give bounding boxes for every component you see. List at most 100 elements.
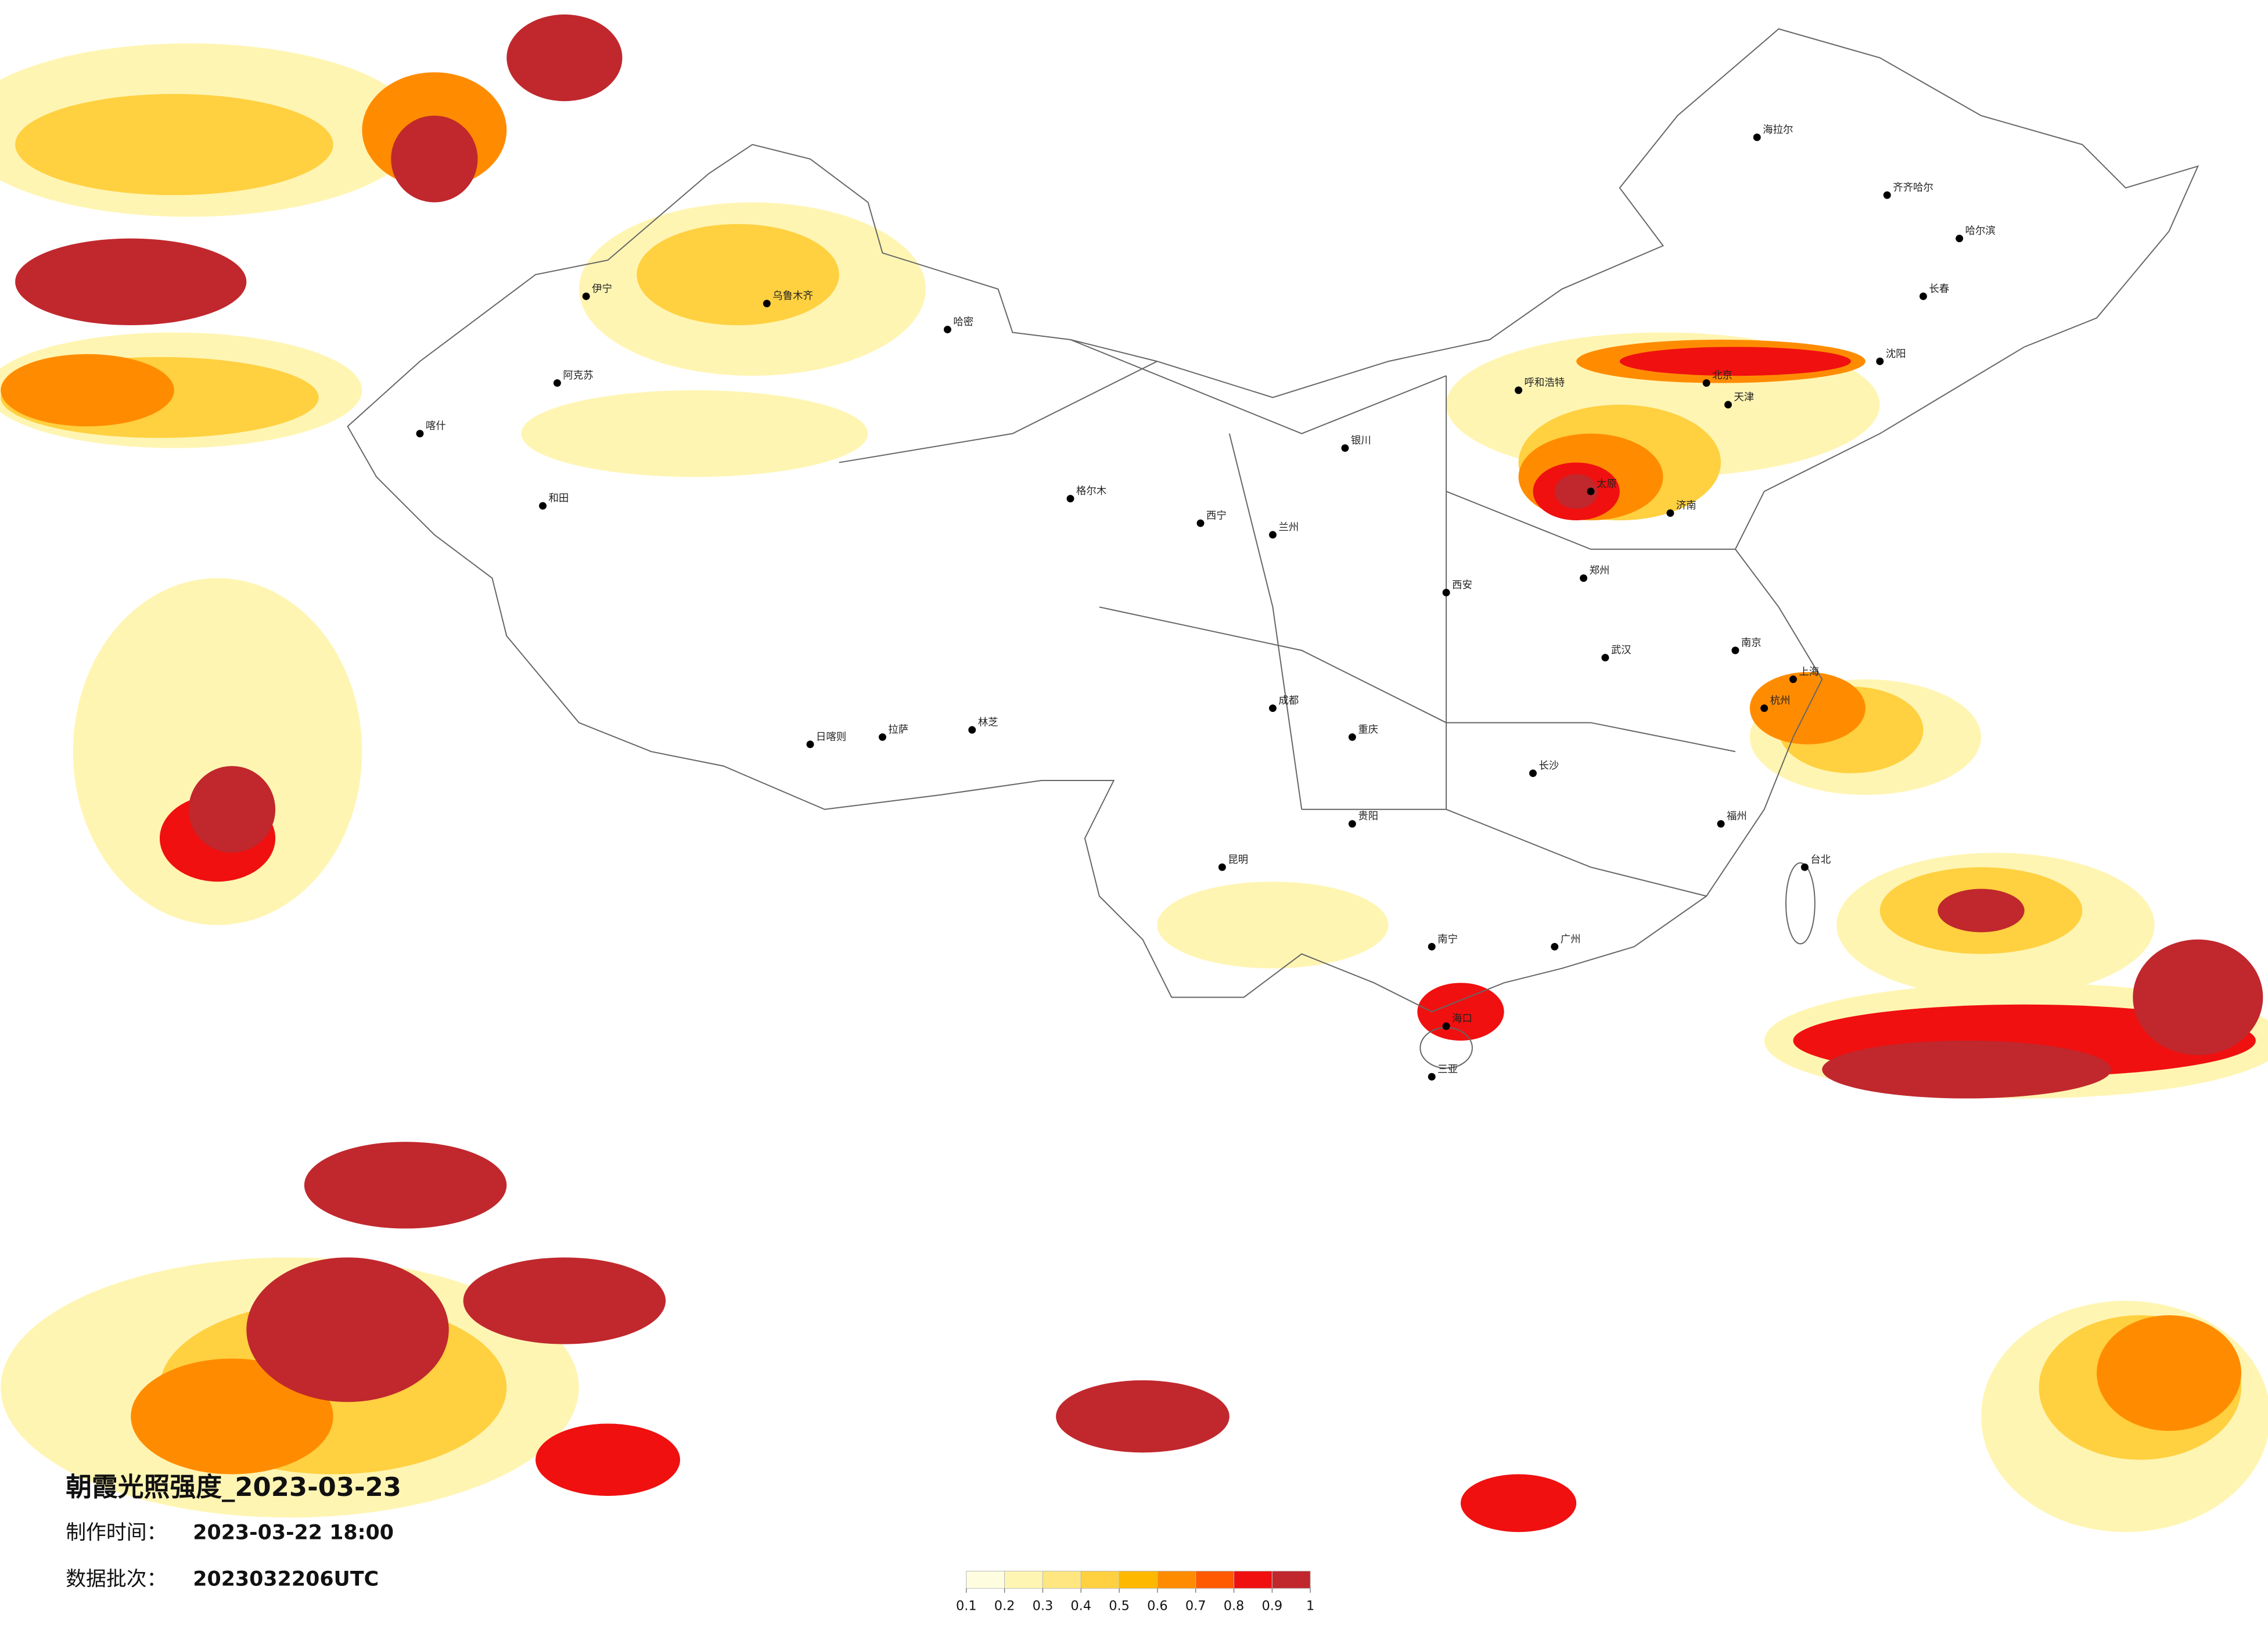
city-label: 天津 [1734,391,1754,403]
city-label: 海拉尔 [1763,124,1793,136]
city-label: 银川 [1351,435,1371,447]
city-dot [1753,133,1761,141]
city-label: 伊宁 [592,283,612,295]
legend: 0.1 0.2 0.3 0.4 0.5 0.6 0.7 0.8 0.9 1 [956,1570,1314,1614]
city-dot [1348,820,1356,828]
borders [347,28,2199,1069]
city-dot [943,325,951,333]
city-dot [1529,769,1537,778]
city-label: 武汉 [1611,645,1631,656]
city-label: 三亚 [1437,1064,1458,1075]
map-title: 朝霞光照强度_2023-03-23 [66,1472,401,1502]
city-dot [1428,942,1436,951]
city-label: 成都 [1278,695,1299,707]
info: 制作时间： 2023-03-22 18:00 数据批次： 2023032206UTC [66,1521,394,1591]
city-dot [1268,531,1277,539]
legend-swatch [1042,1570,1081,1589]
city-label: 济南 [1676,500,1696,512]
city-label: 齐齐哈尔 [1893,182,1933,194]
city-dot [416,430,424,438]
legend-tick-label: 0.4 [1070,1599,1091,1614]
city-dot [1066,495,1074,503]
city-label: 太原 [1597,479,1617,490]
city-dot [1515,386,1523,394]
city-dot [1666,509,1674,517]
city-label: 呼和浩特 [1525,377,1565,389]
city-label: 格尔木 [1076,485,1106,497]
legend-tick-label: 0.1 [956,1599,977,1614]
city-label: 北京 [1712,370,1733,382]
info-label: 数据批次： [66,1567,167,1591]
city-label: 南宁 [1437,934,1458,945]
city-label: 福州 [1727,811,1747,822]
city-dot [539,502,547,510]
city-label: 西宁 [1206,510,1227,522]
info-value: 2023032206UTC [193,1567,379,1591]
city-label: 兰州 [1278,521,1299,533]
legend-swatch [966,1570,1005,1589]
legend-swatch [1004,1570,1043,1589]
city-label: 沈阳 [1886,348,1906,360]
city-label: 喀什 [426,420,446,432]
city-label: 日喀则 [816,731,846,743]
city-dot [1883,191,1891,199]
city-label: 上海 [1799,666,1819,678]
city-dot [1587,487,1595,495]
city-label: 昆明 [1228,854,1248,866]
city-dot [1551,942,1559,951]
legend-tick-label: 0.5 [1109,1599,1130,1614]
city-dot [1442,1022,1450,1030]
legend-swatch [1157,1570,1196,1589]
city-dot [1876,357,1884,365]
city-label: 乌鲁木齐 [772,290,813,302]
city-dot [1580,574,1588,582]
legend-swatch [1119,1570,1158,1589]
city-dot [878,733,886,741]
legend-tick-label: 0.7 [1185,1599,1206,1614]
legend-tick-label: 0.9 [1262,1599,1283,1614]
city-dot [1268,704,1277,713]
city-dot [1789,675,1797,684]
city-label: 南京 [1741,638,1762,649]
intensity-field [0,14,2268,1533]
city-dot [553,379,561,387]
legend-tick-label: 0.8 [1224,1599,1245,1614]
city-label: 和田 [549,493,569,505]
legend-tick-label: 0.6 [1147,1599,1168,1614]
city-dot [1800,863,1809,871]
city-dot [1442,588,1450,596]
info-value: 2023-03-22 18:00 [193,1521,394,1545]
city-dot [1218,863,1226,871]
city-label: 贵阳 [1358,811,1378,822]
city-label: 杭州 [1770,695,1791,707]
city-dot [1724,401,1732,409]
city-dot [1348,733,1356,741]
legend-swatch [1271,1570,1311,1589]
city-dot [968,726,976,734]
city-dot [1601,653,1609,661]
city-label: 林芝 [978,717,998,728]
city-dot [1428,1073,1436,1081]
city-label: 阿克苏 [563,370,593,382]
city-dot [1196,519,1205,527]
city-dot [1731,646,1739,654]
city-label: 长春 [1929,283,1949,295]
city-label: 西安 [1452,580,1472,591]
city-dot [763,300,771,308]
city-dot [1760,704,1769,713]
city-label: 广州 [1561,934,1581,945]
legend-swatch [1234,1570,1273,1589]
city-label: 郑州 [1590,565,1610,577]
city-label: 哈尔滨 [1965,225,1996,237]
city-dot [1956,235,1964,243]
city-label: 拉萨 [888,724,908,736]
city-label: 哈密 [953,316,973,328]
legend-swatch [1195,1570,1235,1589]
city-dot [1702,379,1710,387]
city-dot [582,292,590,300]
city-dot [1919,292,1927,300]
legend-swatch [1080,1570,1120,1589]
city-label: 重庆 [1358,724,1378,736]
